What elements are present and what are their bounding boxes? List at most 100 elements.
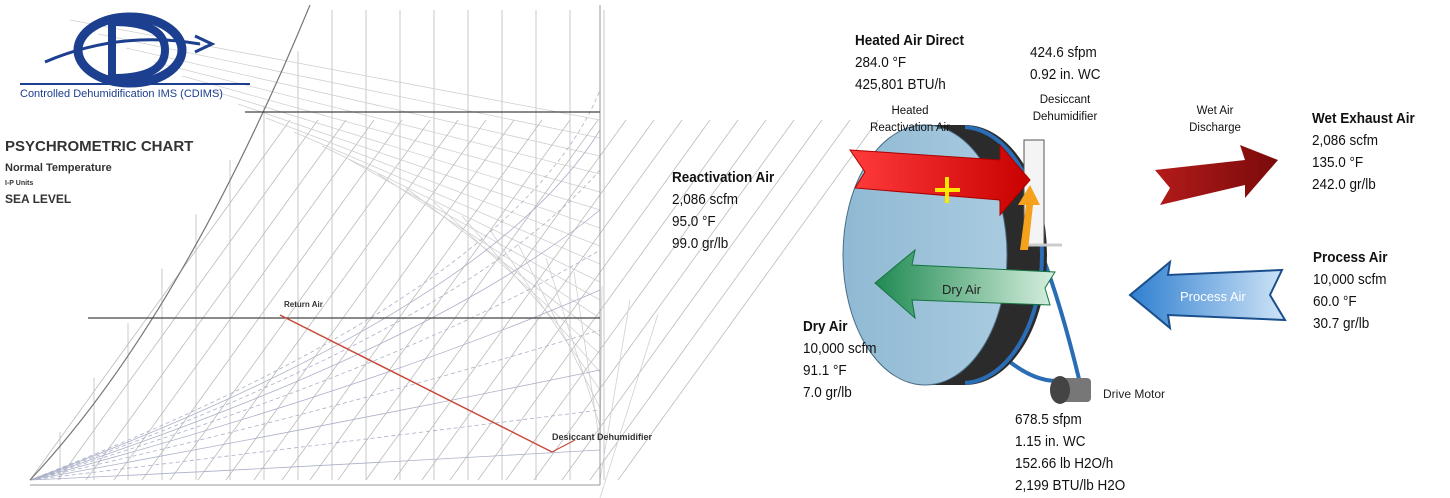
chart-line (449, 119, 711, 481)
logo-text: Controlled Dehumidification IMS (CDIMS) (20, 88, 223, 100)
stream-block: Process Air 10,000 scfm 60.0 °F 30.7 gr/… (1313, 247, 1388, 335)
reactivation-arrow (849, 143, 1031, 217)
stream-block: 424.6 sfpm 0.92 in. WC (1030, 42, 1101, 86)
chart-line (125, 47, 601, 157)
stream-title: Process Air (1313, 249, 1388, 266)
chart-line (477, 119, 739, 481)
chart-curve (29, 89, 601, 481)
chart-line (113, 119, 375, 481)
stream-line: 2,086 scfm (672, 191, 739, 208)
stream-line: 678.5 sfpm (1015, 411, 1082, 428)
chart-curve (29, 209, 601, 481)
stream-line: 242.0 gr/lb (1312, 176, 1376, 193)
stream-title: Heated Air Direct (855, 32, 965, 49)
arrow-caption: Wet Air Discharge (1165, 103, 1265, 137)
stream-line: 60.0 °F (1313, 293, 1357, 310)
point-label: Desiccant Dehumidifier (552, 432, 653, 442)
stream-line: 95.0 °F (672, 213, 716, 230)
stream-line: 135.0 °F (1312, 154, 1364, 171)
stream-block: Reactivation Air 2,086 scfm 95.0 °F 99.0… (672, 167, 774, 255)
stream-block: Dry Air 10,000 scfm 91.1 °F 7.0 gr/lb (803, 316, 877, 404)
chart-line (561, 119, 823, 481)
process-air-arrow (1128, 259, 1287, 331)
logo-mark (20, 12, 250, 88)
chart-curve (29, 169, 601, 481)
caption-line: Wet Air (1196, 105, 1234, 117)
chart-line (599, 299, 631, 481)
wet-exhaust-arrow (1155, 145, 1278, 205)
chart-elevation: SEA LEVEL (5, 192, 72, 206)
chart-line (181, 75, 601, 193)
stream-line: 425,801 BTU/h (855, 76, 946, 93)
chart-line (505, 119, 767, 481)
chart-line (29, 119, 291, 481)
caption-line: Reactivation Air (870, 122, 950, 134)
chart-line (393, 119, 655, 481)
chart-line (141, 119, 403, 481)
heater-plus (935, 177, 960, 203)
stream-line: 2,086 scfm (1312, 132, 1379, 149)
wheel-caption: Desiccant Dehumidifier (1015, 92, 1115, 126)
motor-label: Drive Motor (1103, 387, 1166, 401)
chart-line (197, 119, 459, 481)
stream-line: 30.7 gr/lb (1313, 315, 1370, 332)
chart-units: I-P Units (5, 180, 34, 187)
chart-line (365, 119, 627, 481)
chart-line (517, 243, 601, 409)
stream-block: Wet Exhaust Air 2,086 scfm 135.0 °F 242.… (1312, 108, 1415, 196)
process-line (551, 439, 576, 453)
chart-line (349, 159, 601, 301)
stream-line: 284.0 °F (855, 54, 907, 71)
arrow-label: Dry Air (942, 282, 981, 297)
chart-line (57, 119, 319, 481)
stream-line: 424.6 sfpm (1030, 44, 1097, 61)
chart-line (337, 119, 599, 481)
chart-line (209, 89, 601, 211)
chart-line (617, 119, 879, 481)
stream-line: 91.1 °F (803, 362, 847, 379)
stream-line: 7.0 gr/lb (803, 384, 852, 401)
stream-line: 99.0 gr/lb (672, 235, 729, 252)
stream-line: 2,199 BTU/lb H2O (1015, 477, 1126, 494)
stream-line: 152.66 lb H2O/h (1015, 455, 1114, 472)
stream-line: 0.92 in. WC (1030, 66, 1101, 83)
dry-air-arrow (874, 248, 1056, 320)
chart-line (461, 215, 601, 373)
chart-curve (29, 449, 601, 481)
chart-curve (29, 249, 601, 481)
stream-title: Dry Air (803, 318, 848, 335)
stream-line: 10,000 scfm (1313, 271, 1387, 288)
chart-line (293, 131, 601, 265)
chart-line (153, 61, 601, 175)
chart-line (281, 119, 543, 481)
chart-curve (29, 409, 601, 481)
stream-block: 678.5 sfpm 1.15 in. WC 152.66 lb H2O/h 2… (1015, 409, 1125, 497)
chart-line (309, 119, 571, 481)
stream-line: 1.15 in. WC (1015, 433, 1086, 450)
chart-line (573, 271, 601, 445)
process-line (279, 314, 553, 453)
stream-title: Wet Exhaust Air (1312, 110, 1415, 127)
caption-line: Discharge (1189, 122, 1241, 134)
chart-line (599, 313, 659, 498)
stream-title: Reactivation Air (672, 169, 775, 186)
chart-curve (29, 369, 601, 481)
chart-line (237, 103, 601, 229)
stream-block: Heated Air Direct 284.0 °F 425,801 BTU/h (855, 30, 964, 96)
chart-line (421, 119, 683, 481)
arrow-label: Process Air (1180, 289, 1246, 304)
chart-line (533, 119, 795, 481)
chart-line (253, 119, 515, 481)
chart-line (225, 119, 487, 481)
chart-line (489, 229, 601, 391)
chart-line (589, 119, 851, 481)
caption-line: Dehumidifier (1032, 111, 1098, 123)
caption-line: Heated (891, 105, 929, 117)
caption-line: Desiccant (1039, 94, 1091, 106)
point-label: Return Air (284, 300, 323, 309)
chart-title: PSYCHROMETRIC CHART (5, 138, 194, 155)
chart-line (545, 257, 601, 427)
chart-line (265, 117, 601, 247)
